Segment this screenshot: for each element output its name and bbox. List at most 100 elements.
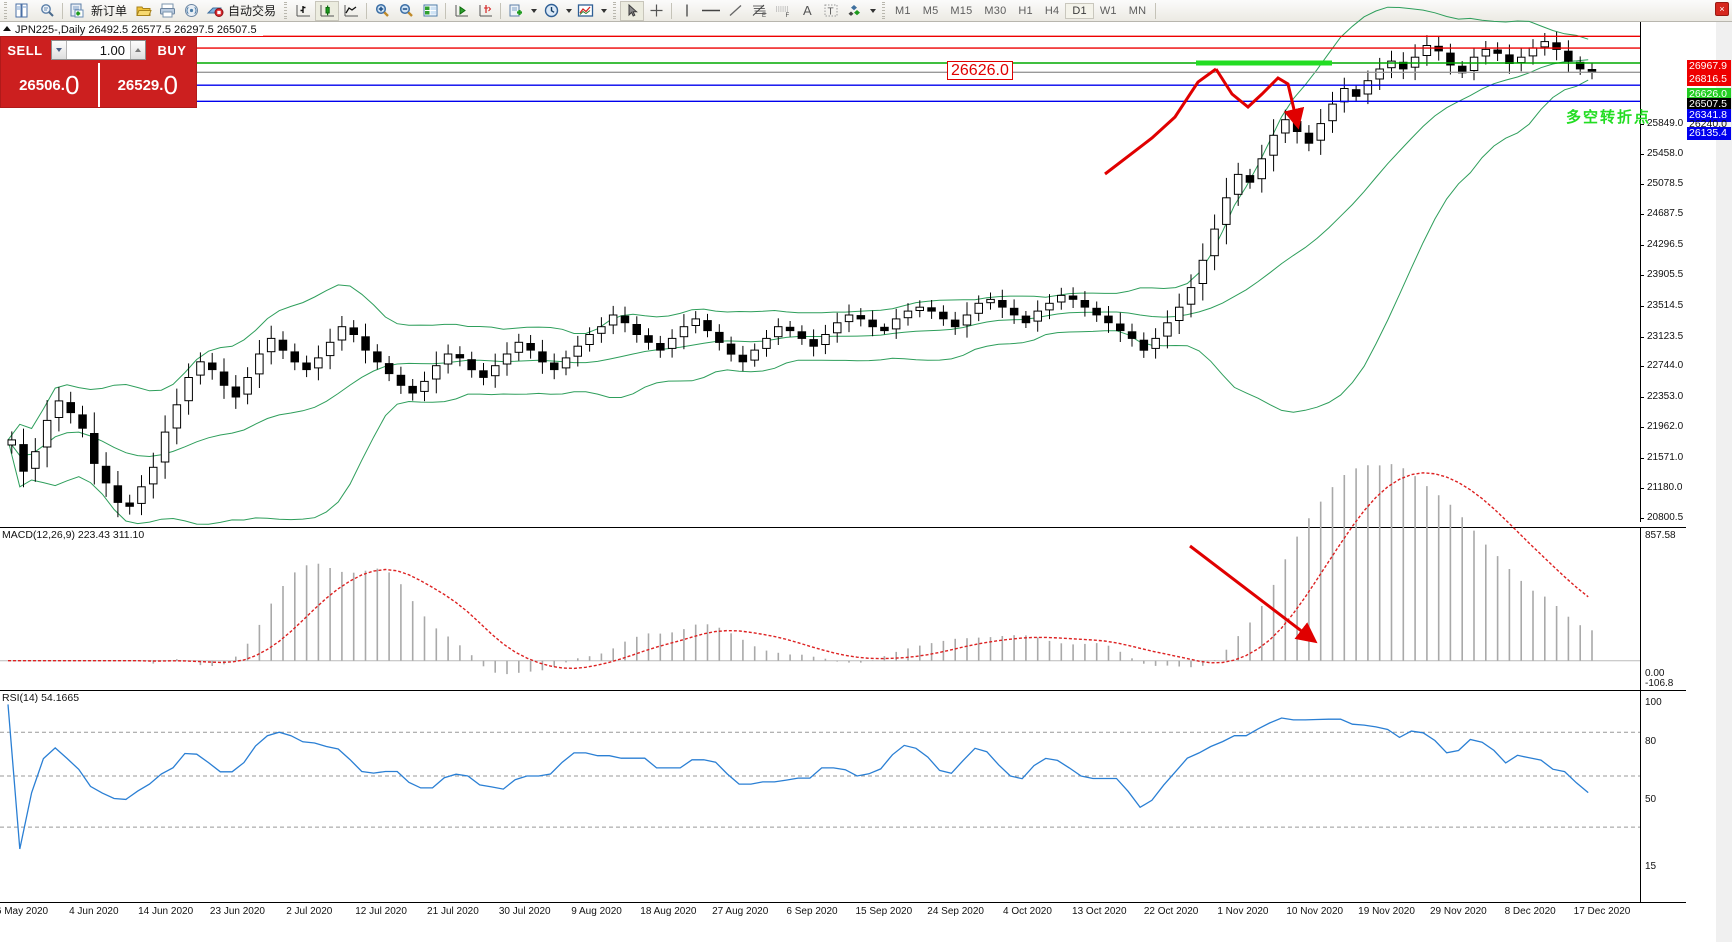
date-axis-tick: 22 Oct 2020: [1143, 906, 1199, 917]
rsi-pane[interactable]: RSI(14) 54.1665 100 80 50 15 6 May 2020 4…: [0, 690, 1686, 922]
auto-scroll-icon[interactable]: [449, 1, 473, 21]
chart-area[interactable]: 25849.0 25458.0 25078.5 24687.5 24296.5 23905…: [0, 6, 1732, 942]
svg-text:E: E: [762, 13, 766, 18]
printer-icon[interactable]: [155, 1, 179, 21]
indicators-dropdown-caret-icon[interactable]: [528, 1, 539, 21]
documents-icon[interactable]: [11, 1, 35, 21]
objects-icon[interactable]: [843, 1, 867, 21]
period-dropdown-caret-icon[interactable]: [563, 1, 574, 21]
price-axis-tick: 23905.5: [1647, 269, 1684, 281]
price-tag[interactable]: 26341.8: [1687, 109, 1731, 122]
timeframe-h4[interactable]: H4: [1044, 4, 1060, 17]
price-axis[interactable]: 25849.0 25458.0 25078.5 24687.5 24296.5 23905…: [1640, 22, 1686, 523]
zoom-in-icon[interactable]: [370, 1, 394, 21]
sell-price-main: 26506: [19, 76, 61, 94]
macd-pane[interactable]: MACD(12,26,9) 223.43 311.10 857.58 0.00 …: [0, 464, 1686, 690]
price-annotation-box: 26626.0: [947, 61, 1013, 80]
price-axis-tickmark: [1641, 214, 1644, 215]
vertical-scroll-column[interactable]: [1716, 22, 1732, 942]
auto-trade-label[interactable]: 自动交易: [228, 4, 277, 18]
text-icon[interactable]: A: [795, 1, 819, 21]
trade-panel-top-row: SELL 1.00 BUY: [1, 37, 196, 63]
toolbar-separator-6: [1155, 2, 1157, 19]
price-pane[interactable]: 25849.0 25458.0 25078.5 24687.5 24296.5 23905…: [0, 6, 1686, 525]
toolbar-grip[interactable]: [2, 1, 9, 20]
timeframe-w1[interactable]: W1: [1099, 4, 1117, 17]
main-toolbar: 新订单 自动交易: [0, 0, 1732, 22]
macd-tick-zero: 0.00: [1645, 668, 1665, 679]
price-axis-tickmark: [1641, 275, 1644, 276]
indicators-icon[interactable]: [504, 1, 528, 21]
new-order-icon[interactable]: [66, 1, 90, 21]
symbol-info-line: JPN225-,Daily 26492.5 26577.5 26297.5 26…: [0, 23, 263, 36]
date-axis-tick: 6 Sep 2020: [786, 906, 838, 917]
window-tile-icon[interactable]: [418, 1, 442, 21]
date-axis-tick: 4 Jun 2020: [69, 906, 119, 917]
label-icon[interactable]: T: [819, 1, 843, 21]
macd-axis[interactable]: 857.58 0.00 -106.8: [1640, 528, 1686, 690]
toolbar-separator: [62, 2, 63, 19]
hline-icon[interactable]: [699, 1, 723, 21]
date-axis-tick: 19 Nov 2020: [1358, 906, 1415, 917]
volume-decrease-button[interactable]: [52, 41, 67, 59]
trendline-icon[interactable]: [723, 1, 747, 21]
timeframe-m15[interactable]: M15: [950, 4, 973, 17]
date-axis-tick: 10 Nov 2020: [1286, 906, 1344, 917]
timeframe-mn[interactable]: MN: [1128, 4, 1147, 17]
price-tag[interactable]: 26816.5: [1687, 73, 1731, 86]
price-axis-tick: 22744.0: [1647, 360, 1684, 372]
templates-dropdown-caret-icon[interactable]: [598, 1, 609, 21]
period-clock-icon[interactable]: [539, 1, 563, 21]
date-axis-tick: 18 Aug 2020: [640, 906, 697, 917]
macd-tick-min: -106.8: [1645, 678, 1674, 689]
toolbar-grip-2[interactable]: [282, 1, 290, 20]
expert-advisor-icon[interactable]: [203, 1, 227, 21]
timeframe-m30[interactable]: M30: [984, 4, 1007, 17]
templates-icon[interactable]: [574, 1, 598, 21]
new-order-label[interactable]: 新订单: [91, 4, 128, 18]
buy-price-main: 26529: [117, 76, 160, 94]
svg-text:A: A: [803, 3, 812, 18]
sell-button-label[interactable]: SELL: [7, 42, 43, 58]
volume-stepper[interactable]: 1.00: [51, 40, 146, 60]
toolbar-grip-3[interactable]: [611, 1, 619, 20]
close-chart-button[interactable]: ×: [1715, 2, 1729, 16]
buy-price-button[interactable]: 26529 . 0: [97, 63, 197, 107]
timeframe-m5[interactable]: M5: [922, 4, 939, 17]
rsi-chart-canvas: [0, 704, 1640, 850]
toolbar-grip-4[interactable]: [880, 1, 888, 20]
channel-icon[interactable]: F: [771, 1, 795, 21]
timeframe-d1[interactable]: D1: [1065, 2, 1094, 19]
sell-price-button[interactable]: 26506 . 0: [1, 63, 98, 107]
candle-chart-icon[interactable]: [315, 0, 340, 21]
signal-icon[interactable]: [179, 1, 203, 21]
folder-icon[interactable]: [131, 1, 155, 21]
rsi-axis[interactable]: 100 80 50 15: [1640, 691, 1686, 922]
toolbar-separator-5: [671, 2, 673, 19]
price-tag[interactable]: 26967.9: [1687, 60, 1731, 73]
cursor-icon[interactable]: [620, 0, 645, 21]
bar-chart-icon[interactable]: [291, 1, 315, 21]
date-axis[interactable]: 6 May 2020 4 Jun 2020 14 Jun 2020 23 Jun 20…: [0, 902, 1686, 922]
one-click-trading-panel: SELL 1.00 BUY 26506 . 0 26529 . 0: [0, 36, 197, 108]
volume-increase-button[interactable]: [130, 41, 145, 59]
price-axis-tick: 23123.5: [1647, 330, 1684, 342]
date-axis-tick: 17 Dec 2020: [1573, 906, 1631, 917]
vline-icon[interactable]: [675, 1, 699, 21]
fibo-icon[interactable]: E: [747, 1, 771, 21]
buy-button-label[interactable]: BUY: [157, 42, 187, 58]
chart-shift-icon[interactable]: [473, 1, 497, 21]
objects-dropdown-caret-icon[interactable]: [867, 1, 878, 21]
price-axis-tick: 20800.5: [1647, 512, 1684, 523]
volume-input[interactable]: 1.00: [99, 43, 125, 58]
search-zoom-icon[interactable]: [35, 1, 59, 21]
price-tag[interactable]: 26626.0: [1687, 88, 1731, 101]
timeframe-h1[interactable]: H1: [1018, 4, 1033, 17]
date-axis-tick: 14 Jun 2020: [138, 906, 194, 917]
timeframe-m1[interactable]: M1: [895, 4, 911, 17]
line-chart-icon[interactable]: [339, 1, 363, 21]
crosshair-icon[interactable]: [644, 1, 668, 21]
price-tag[interactable]: 26507.5: [1687, 98, 1731, 111]
zoom-out-icon[interactable]: [394, 1, 418, 21]
price-tag[interactable]: 26135.4: [1687, 127, 1731, 140]
